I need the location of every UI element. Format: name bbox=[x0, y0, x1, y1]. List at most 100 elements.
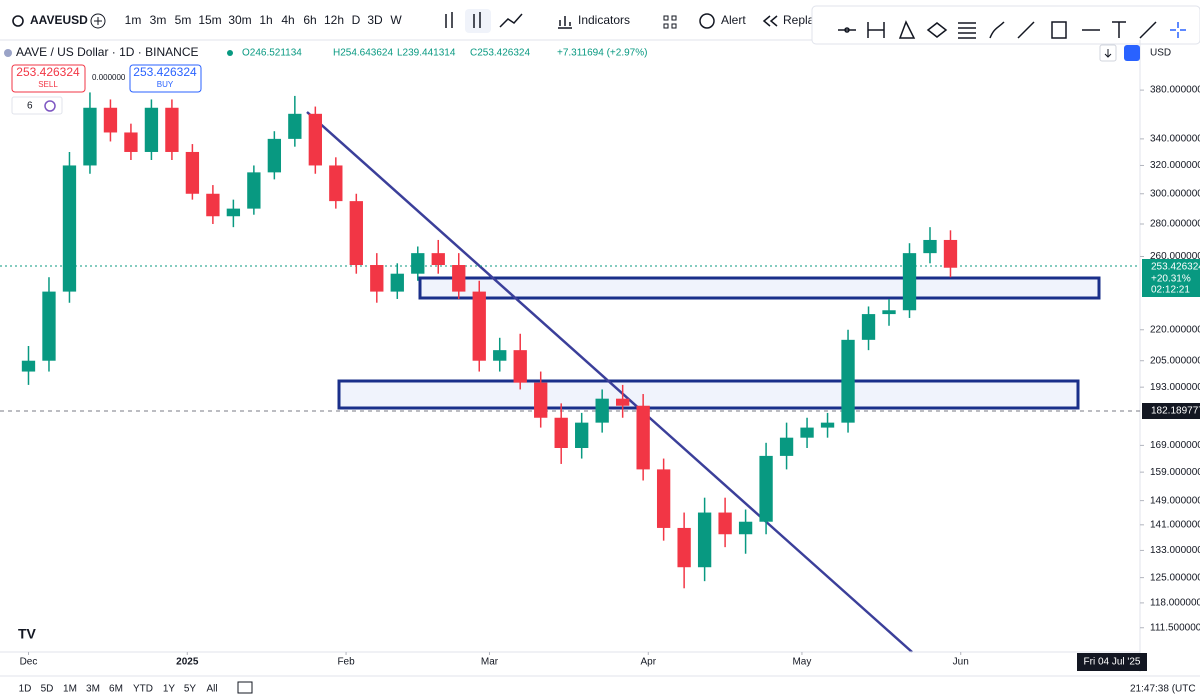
range-button[interactable]: 6M bbox=[109, 684, 123, 694]
candle-body bbox=[759, 455, 773, 522]
alert-icon bbox=[699, 13, 715, 29]
ohlc-value: C253.426324 bbox=[470, 48, 530, 59]
trend-line[interactable] bbox=[306, 111, 913, 653]
candle-body bbox=[83, 107, 97, 166]
interval-button[interactable]: 12h bbox=[324, 13, 344, 27]
y-tick-label: 118.000000 bbox=[1150, 598, 1200, 609]
drawing-tools[interactable] bbox=[838, 20, 1186, 39]
candle-body bbox=[431, 253, 445, 266]
buy-price: 253.426324 bbox=[133, 65, 197, 79]
drawing-toolbar bbox=[811, 5, 1200, 45]
candle-body bbox=[636, 405, 650, 470]
x-tick-label: Feb bbox=[337, 657, 355, 668]
sell-price: 253.426324 bbox=[16, 65, 80, 79]
auto-scale-button[interactable] bbox=[1124, 45, 1140, 61]
buy-button[interactable] bbox=[129, 64, 202, 93]
crosshair-price-badge bbox=[1142, 403, 1200, 419]
y-tick-label: 125.000000 bbox=[1150, 572, 1200, 583]
add-symbol[interactable] bbox=[90, 13, 106, 29]
line-type-icon[interactable] bbox=[499, 13, 523, 28]
candle-body bbox=[21, 360, 36, 372]
range-button[interactable]: 1D bbox=[19, 684, 32, 694]
candle-body bbox=[616, 398, 630, 406]
indicators-button[interactable]: Indicators bbox=[578, 13, 630, 27]
ohlc-value: H254.643624 bbox=[333, 48, 393, 59]
candle-body bbox=[882, 310, 896, 315]
candle-body bbox=[554, 417, 568, 448]
buy-label: BUY bbox=[157, 80, 174, 89]
range-button[interactable]: 1M bbox=[63, 684, 77, 694]
sell-button[interactable] bbox=[11, 64, 86, 93]
ohlc-value: O246.521134 bbox=[242, 48, 302, 59]
candle-body bbox=[62, 165, 77, 292]
candle-body bbox=[267, 138, 282, 173]
interval-button[interactable]: D bbox=[352, 13, 361, 27]
candle-body bbox=[820, 422, 835, 428]
interval-button[interactable]: 1m bbox=[125, 13, 142, 27]
candle-body bbox=[656, 469, 671, 528]
candle-body bbox=[697, 512, 712, 568]
y-tick-label: 380.000000 bbox=[1150, 85, 1200, 96]
y-tick-label: 280.000000 bbox=[1150, 219, 1200, 230]
x-tick-label: Jun bbox=[953, 657, 969, 668]
replay-button[interactable]: Repla bbox=[783, 13, 815, 27]
candle-body bbox=[841, 339, 855, 423]
y-tick-label: 260.000000 bbox=[1150, 251, 1200, 262]
layouts-icon[interactable] bbox=[663, 15, 677, 29]
interval-button[interactable]: 6h bbox=[303, 13, 316, 27]
candle-body bbox=[124, 132, 138, 152]
interval-button[interactable]: W bbox=[390, 13, 402, 27]
interval-button[interactable]: 15m bbox=[198, 13, 221, 27]
candle-body bbox=[513, 350, 527, 383]
bar-countdown: 02:12:21 bbox=[1151, 285, 1190, 296]
legend-title: AAVE / US Dollar · 1D · BINANCE bbox=[16, 45, 198, 59]
sell-label: SELL bbox=[38, 80, 58, 89]
x-tick-label: 2025 bbox=[176, 657, 199, 668]
range-button[interactable]: 5D bbox=[41, 684, 54, 694]
chart-type-icons bbox=[445, 12, 481, 28]
candle-body bbox=[861, 314, 876, 340]
spread: 0.000000 bbox=[92, 73, 126, 82]
range-button[interactable]: 1Y bbox=[163, 684, 176, 694]
interval-button[interactable]: 1h bbox=[259, 13, 272, 27]
crosshair-price: 182.189777 bbox=[1151, 406, 1200, 417]
range-button[interactable]: All bbox=[206, 684, 217, 694]
range-button[interactable]: 3M bbox=[86, 684, 100, 694]
candle-body bbox=[144, 107, 159, 152]
candle-body bbox=[493, 350, 507, 361]
y-tick-label: 149.000000 bbox=[1150, 495, 1200, 506]
candle-body bbox=[902, 253, 917, 311]
interval-button[interactable]: 3m bbox=[150, 13, 167, 27]
y-tick-label: 133.000000 bbox=[1150, 545, 1200, 556]
range-button[interactable]: YTD bbox=[133, 684, 153, 694]
alert-button[interactable]: Alert bbox=[721, 13, 746, 27]
date-range-icon[interactable] bbox=[237, 681, 253, 694]
currency[interactable]: USD bbox=[1150, 48, 1171, 59]
range-button[interactable]: 5Y bbox=[184, 684, 197, 694]
candle-body bbox=[452, 265, 466, 292]
scale-button-icon bbox=[1104, 49, 1112, 58]
interval-button[interactable]: 5m bbox=[175, 13, 192, 27]
symbol-logo bbox=[4, 49, 12, 57]
candle-body bbox=[185, 151, 200, 194]
ohlc-value: L239.441314 bbox=[397, 48, 456, 59]
interval-button[interactable]: 30m bbox=[228, 13, 251, 27]
y-tick-label: 205.000000 bbox=[1150, 355, 1200, 366]
interval-button[interactable]: 3D bbox=[367, 13, 383, 27]
x-tick-label: Apr bbox=[640, 657, 656, 668]
candle-type-button[interactable] bbox=[465, 9, 491, 33]
candle-body bbox=[329, 165, 343, 202]
candle-body bbox=[390, 273, 404, 292]
interval-button[interactable]: 4h bbox=[281, 13, 294, 27]
symbol[interactable]: AAVEUSD bbox=[30, 13, 88, 27]
support-zone[interactable] bbox=[337, 379, 1080, 410]
y-tick-label: 300.000000 bbox=[1150, 188, 1200, 199]
candle-body bbox=[800, 427, 814, 438]
ohlc-value: +7.311694 (+2.97%) bbox=[557, 48, 647, 59]
market-status bbox=[227, 50, 233, 56]
search-icon[interactable] bbox=[12, 15, 24, 27]
y-tick-label: 169.000000 bbox=[1150, 440, 1200, 451]
support-zone[interactable] bbox=[418, 276, 1101, 300]
